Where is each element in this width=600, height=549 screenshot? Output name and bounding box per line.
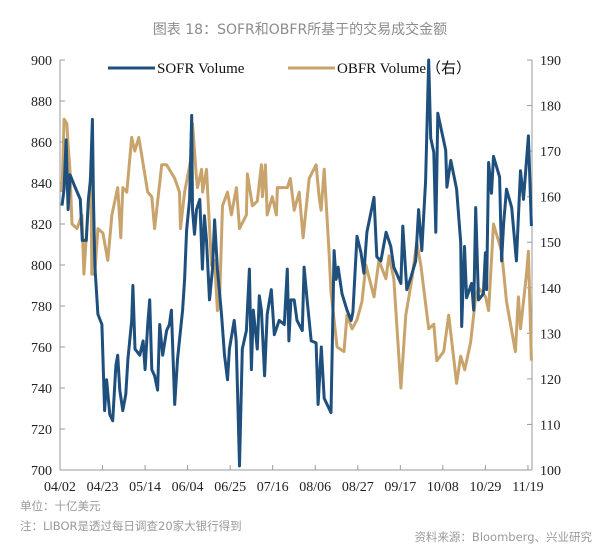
y-tick-label: 720 [31, 423, 52, 438]
y-tick-label: 760 [31, 341, 52, 356]
y2-tick-label: 150 [540, 236, 561, 251]
x-tick-label: 09/17 [384, 480, 416, 495]
x-tick-label: 04/23 [87, 480, 119, 495]
footnote: 注：LIBOR是透过每日调查20家大银行得到 [20, 519, 242, 533]
y-tick-label: 880 [31, 95, 52, 110]
y2-tick-label: 110 [540, 418, 560, 433]
x-tick-label: 10/08 [427, 480, 459, 495]
y2-tick-label: 190 [540, 54, 561, 69]
x-tick-label: 07/16 [257, 480, 289, 495]
x-tick-label: 10/29 [469, 480, 501, 495]
sofr-volume-line [60, 58, 533, 468]
source-note: 资料来源：Bloomberg、兴业研究 [414, 530, 592, 544]
x-tick-label: 06/04 [172, 480, 204, 495]
y-tick-label: 740 [31, 382, 52, 397]
y-tick-label: 900 [31, 54, 52, 69]
legend-label-obfr: OBFR Volume（右） [337, 60, 471, 77]
x-tick-label: 08/06 [299, 480, 331, 495]
y-tick-label: 860 [31, 136, 52, 151]
y2-tick-label: 100 [540, 464, 561, 479]
y-tick-label: 780 [31, 300, 52, 315]
y-tick-label: 840 [31, 177, 52, 192]
y-tick-label: 700 [31, 464, 52, 479]
obfr-volume-line [60, 117, 533, 390]
y2-tick-label: 120 [540, 373, 561, 388]
y2-tick-label: 180 [540, 100, 561, 115]
y2-tick-label: 170 [540, 145, 561, 160]
y-tick-label: 820 [31, 218, 52, 233]
legend: SOFR Volume OBFR Volume（右） [108, 60, 471, 77]
x-tick-label: 08/27 [342, 480, 374, 495]
y-tick-label: 800 [31, 259, 52, 274]
y2-tick-label: 140 [540, 282, 561, 297]
x-tick-label: 11/19 [512, 480, 543, 495]
chart-title: 图表 18：SOFR和OBFR所基于的交易成交金额 [153, 21, 447, 38]
unit-note: 单位：十亿美元 [20, 499, 101, 513]
y2-tick-label: 130 [540, 327, 561, 342]
x-tick-label: 06/25 [214, 480, 246, 495]
y2-tick-label: 160 [540, 191, 561, 206]
x-tick-label: 04/02 [44, 480, 76, 495]
legend-label-sofr: SOFR Volume [157, 61, 245, 77]
x-tick-label: 05/14 [129, 480, 161, 495]
